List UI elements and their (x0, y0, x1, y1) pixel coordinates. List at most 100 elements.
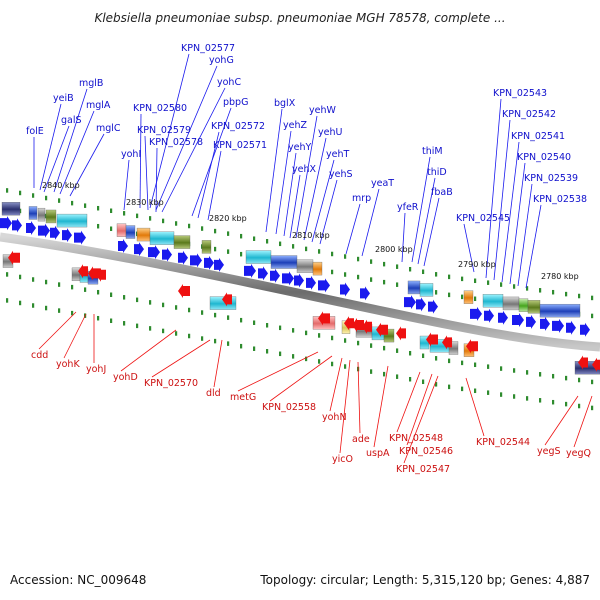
tick-mark (422, 379, 425, 385)
tick-mark (344, 338, 347, 343)
feature-block (270, 255, 298, 269)
leader-line (411, 156, 431, 263)
tick-mark (58, 198, 61, 203)
gene-label-bottom: yicO (332, 454, 353, 465)
forward-gene-arrow (512, 312, 524, 327)
tick-mark (396, 348, 399, 353)
tick-mark (214, 338, 217, 344)
tick-mark (71, 284, 74, 290)
tick-mark (292, 244, 295, 249)
tick-mark (123, 211, 126, 216)
scale-labels: 2840 kbp 2830 kbp 2820 kbp 2810 kbp 2800 kbp… (42, 181, 579, 281)
tick-mark (149, 216, 152, 221)
forward-gene-arrow (484, 308, 494, 323)
tick-mark (396, 374, 399, 379)
forward-gene-arrow (306, 275, 316, 290)
tick-mark (409, 266, 412, 272)
leader-line (544, 395, 579, 446)
leader-line (345, 203, 361, 255)
tick-mark (578, 293, 581, 299)
leader-line (339, 359, 351, 454)
tick-mark (201, 336, 204, 341)
tick-mark (97, 315, 100, 321)
tick-mark (344, 364, 347, 369)
gene-label-top: galS (61, 115, 82, 126)
tick-mark (175, 305, 178, 310)
forward-gene-arrow (566, 320, 576, 335)
gene-label-top: KPN_02543 (493, 88, 547, 99)
forward-gene-arrow (26, 221, 36, 236)
tick-mark (370, 369, 373, 374)
tick-mark (136, 297, 139, 303)
tick-mark (448, 274, 451, 280)
leader-line (329, 357, 343, 412)
forward-gene-arrow (282, 271, 294, 286)
forward-gene-arrow (470, 306, 482, 321)
gene-label-top: yehS (329, 169, 353, 180)
tick-mark (578, 403, 581, 409)
gene-label-bottom: dld (206, 388, 221, 399)
forward-gene-arrow (498, 310, 508, 325)
forward-gene-arrow (12, 218, 22, 233)
tick-mark (409, 350, 412, 356)
tick-mark (383, 371, 386, 377)
label-leaders (33, 53, 593, 464)
tick-mark (123, 295, 126, 300)
tick-mark (162, 302, 165, 308)
tick-mark (266, 323, 269, 328)
leader-line (144, 135, 149, 211)
tick-mark (175, 331, 178, 336)
reverse-gene-arrow (78, 264, 88, 279)
tick-mark (448, 384, 451, 390)
forward-genes (0, 216, 590, 337)
leader-line (403, 375, 439, 464)
gene-label-top: KPN_02578 (149, 137, 203, 148)
forward-gene-arrow (148, 245, 160, 260)
tick-mark (474, 278, 477, 284)
leader-line (396, 371, 421, 433)
tick-mark (513, 394, 516, 399)
tick-mark (396, 282, 399, 287)
feature-block (502, 296, 520, 311)
tick-mark (110, 318, 113, 324)
feature-block (116, 223, 127, 237)
tick-mark (552, 373, 555, 379)
tick-mark (110, 208, 113, 214)
reverse-gene-arrow (466, 339, 478, 354)
feature-block (312, 261, 323, 276)
tick-mark (6, 298, 9, 303)
leader-line (123, 159, 130, 211)
tick-mark (97, 205, 100, 211)
tick-mark (45, 305, 48, 311)
tick-mark (97, 223, 100, 229)
forward-gene-arrow (294, 273, 304, 288)
gene-label-top: yeiB (53, 93, 74, 104)
scale-label: 2790 kbp (458, 260, 496, 269)
tick-mark (162, 218, 165, 224)
reverse-gene-arrow (396, 326, 406, 341)
tick-mark (474, 362, 477, 368)
tick-mark (422, 353, 425, 359)
tick-mark (500, 282, 503, 287)
tick-mark (591, 405, 594, 411)
gene-label-top: KPN_02571 (213, 140, 267, 151)
forward-gene-arrow (74, 230, 86, 245)
feature-block (28, 206, 38, 220)
tick-mark (513, 284, 516, 289)
tick-mark (409, 376, 412, 382)
leader-line (161, 87, 226, 213)
tick-mark (461, 294, 464, 300)
gene-label-top: thiD (427, 167, 447, 178)
tick-mark (357, 340, 360, 346)
reverse-gene-arrow (376, 322, 388, 337)
tick-mark (539, 398, 542, 403)
leader-line (269, 355, 333, 402)
tick-mark (461, 360, 464, 366)
tick-mark (305, 330, 308, 336)
tick-mark (253, 320, 256, 325)
tick-mark (435, 272, 438, 277)
tick-mark (71, 200, 74, 206)
feature-block (419, 283, 434, 297)
tick-mark (435, 290, 438, 295)
